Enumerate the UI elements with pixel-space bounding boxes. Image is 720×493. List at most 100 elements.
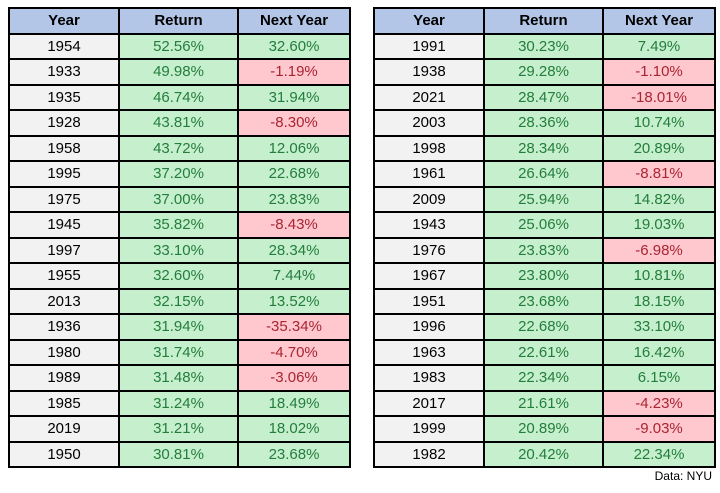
table-row: 1995 37.20% 22.68% xyxy=(8,160,351,188)
table-header: Year Return Next Year xyxy=(373,7,716,35)
table-row: 1938 29.28% -1.10% xyxy=(373,58,716,86)
next-year-cell: 32.60% xyxy=(237,32,351,60)
return-cell: 31.48% xyxy=(118,364,239,392)
return-cell: 28.34% xyxy=(483,134,604,162)
year-cell: 1936 xyxy=(8,313,120,341)
year-cell: 1997 xyxy=(8,236,120,264)
year-cell: 1954 xyxy=(8,32,120,60)
table-row: 1976 23.83% -6.98% xyxy=(373,236,716,264)
return-cell: 37.00% xyxy=(118,185,239,213)
table-row: 1985 31.24% 18.49% xyxy=(8,389,351,417)
next-year-cell: 14.82% xyxy=(602,185,716,213)
table-row: 1933 49.98% -1.19% xyxy=(8,58,351,86)
table-row: 1950 30.81% 23.68% xyxy=(8,440,351,468)
year-cell: 1983 xyxy=(373,364,485,392)
year-cell: 1999 xyxy=(373,415,485,443)
tables-container: Year Return Next Year 1954 52.56% 32.60% 19… xyxy=(8,7,716,468)
return-cell: 33.10% xyxy=(118,236,239,264)
year-cell: 2019 xyxy=(8,415,120,443)
next-year-cell: -1.10% xyxy=(602,58,716,86)
year-cell: 1985 xyxy=(8,389,120,417)
next-year-cell: 10.81% xyxy=(602,262,716,290)
return-cell: 43.81% xyxy=(118,109,239,137)
table-row: 1928 43.81% -8.30% xyxy=(8,109,351,137)
table-row: 1961 26.64% -8.81% xyxy=(373,160,716,188)
year-cell: 1976 xyxy=(373,236,485,264)
return-column-header: Return xyxy=(483,7,604,35)
year-cell: 2013 xyxy=(8,287,120,315)
year-cell: 1928 xyxy=(8,109,120,137)
return-cell: 30.81% xyxy=(118,440,239,468)
next-year-cell: 19.03% xyxy=(602,211,716,239)
year-cell: 1945 xyxy=(8,211,120,239)
next-year-cell: -1.19% xyxy=(237,58,351,86)
return-cell: 43.72% xyxy=(118,134,239,162)
year-cell: 2009 xyxy=(373,185,485,213)
year-cell: 2021 xyxy=(373,83,485,111)
next-year-cell: -8.43% xyxy=(237,211,351,239)
return-cell: 32.15% xyxy=(118,287,239,315)
year-cell: 1933 xyxy=(8,58,120,86)
year-column-header: Year xyxy=(8,7,120,35)
return-cell: 23.68% xyxy=(483,287,604,315)
return-column-header: Return xyxy=(118,7,239,35)
return-cell: 28.47% xyxy=(483,83,604,111)
table-row: 1982 20.42% 22.34% xyxy=(373,440,716,468)
return-cell: 35.82% xyxy=(118,211,239,239)
table-row: 2021 28.47% -18.01% xyxy=(373,83,716,111)
table-row: 1991 30.23% 7.49% xyxy=(373,32,716,60)
return-cell: 31.21% xyxy=(118,415,239,443)
return-cell: 31.24% xyxy=(118,389,239,417)
year-cell: 1958 xyxy=(8,134,120,162)
next-year-cell: -4.23% xyxy=(602,389,716,417)
next-year-cell: 22.68% xyxy=(237,160,351,188)
table-row: 1963 22.61% 16.42% xyxy=(373,338,716,366)
next-year-cell: -3.06% xyxy=(237,364,351,392)
next-year-cell: 31.94% xyxy=(237,83,351,111)
next-year-cell: -8.30% xyxy=(237,109,351,137)
table-row: 2017 21.61% -4.23% xyxy=(373,389,716,417)
next-year-cell: 28.34% xyxy=(237,236,351,264)
year-cell: 1961 xyxy=(373,160,485,188)
table-row: 1935 46.74% 31.94% xyxy=(8,83,351,111)
next-year-cell: -6.98% xyxy=(602,236,716,264)
year-column-header: Year xyxy=(373,7,485,35)
next-year-cell: 12.06% xyxy=(237,134,351,162)
table-header: Year Return Next Year xyxy=(8,7,351,35)
next-year-cell: 13.52% xyxy=(237,287,351,315)
table-row: 2013 32.15% 13.52% xyxy=(8,287,351,315)
next-year-cell: 18.02% xyxy=(237,415,351,443)
return-cell: 46.74% xyxy=(118,83,239,111)
next-year-cell: 23.83% xyxy=(237,185,351,213)
table-body: 1954 52.56% 32.60% 1933 49.98% -1.19% 1935 46.7… xyxy=(8,32,351,468)
return-cell: 28.36% xyxy=(483,109,604,137)
table-row: 1951 23.68% 18.15% xyxy=(373,287,716,315)
table-row: 1980 31.74% -4.70% xyxy=(8,338,351,366)
table-row: 1983 22.34% 6.15% xyxy=(373,364,716,392)
next-year-cell: 18.15% xyxy=(602,287,716,315)
table-row: 1954 52.56% 32.60% xyxy=(8,32,351,60)
year-cell: 1982 xyxy=(373,440,485,468)
next-year-cell: 23.68% xyxy=(237,440,351,468)
next-year-cell: -9.03% xyxy=(602,415,716,443)
next-year-cell: 18.49% xyxy=(237,389,351,417)
return-cell: 37.20% xyxy=(118,160,239,188)
table-row: 1975 37.00% 23.83% xyxy=(8,185,351,213)
next-year-cell: 33.10% xyxy=(602,313,716,341)
return-cell: 31.94% xyxy=(118,313,239,341)
next-year-column-header: Next Year xyxy=(237,7,351,35)
table-row: 1943 25.06% 19.03% xyxy=(373,211,716,239)
next-year-cell: 6.15% xyxy=(602,364,716,392)
year-cell: 2003 xyxy=(373,109,485,137)
table-row: 2003 28.36% 10.74% xyxy=(373,109,716,137)
next-year-cell: 10.74% xyxy=(602,109,716,137)
return-cell: 20.89% xyxy=(483,415,604,443)
year-cell: 1975 xyxy=(8,185,120,213)
next-year-cell: 16.42% xyxy=(602,338,716,366)
table-row: 1955 32.60% 7.44% xyxy=(8,262,351,290)
table-row: 1936 31.94% -35.34% xyxy=(8,313,351,341)
year-cell: 1991 xyxy=(373,32,485,60)
return-cell: 22.61% xyxy=(483,338,604,366)
year-cell: 1951 xyxy=(373,287,485,315)
